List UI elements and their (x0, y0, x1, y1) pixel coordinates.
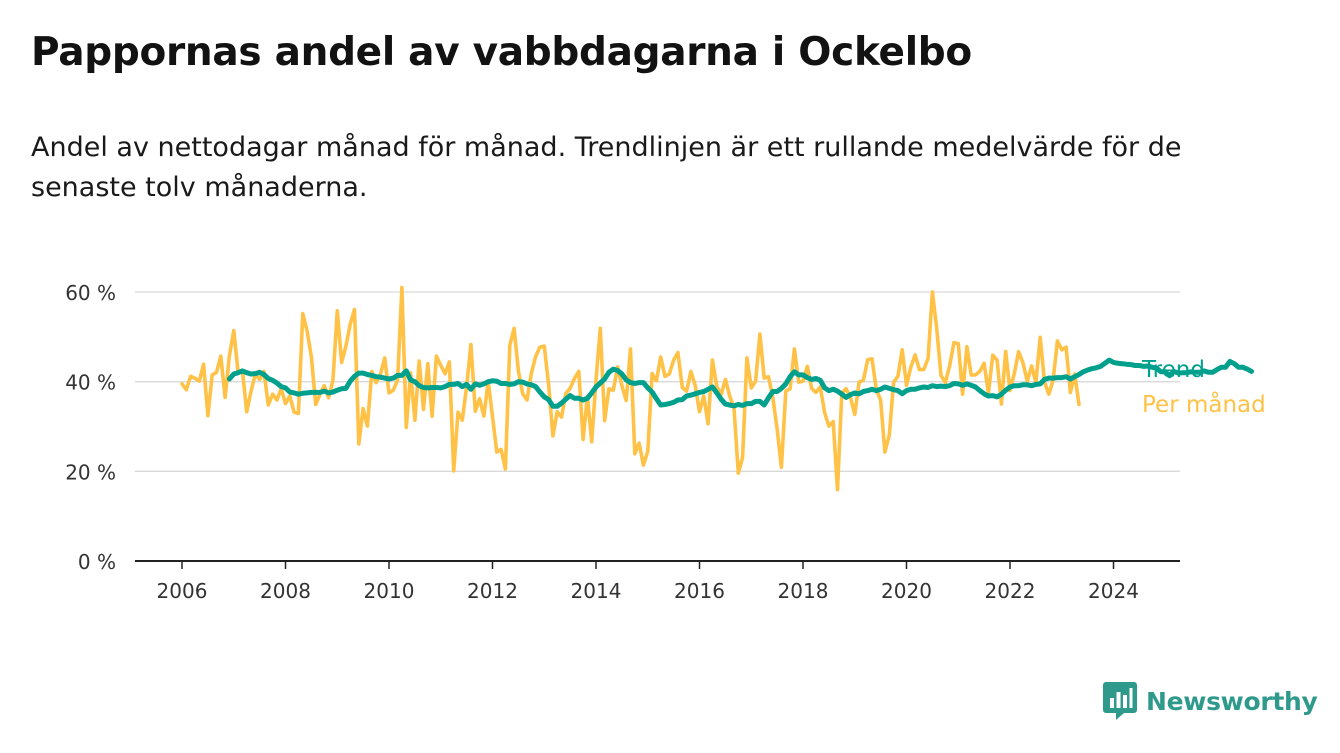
brand-name: Newsworthy (1146, 686, 1318, 716)
x-tick-label: 2008 (260, 579, 311, 603)
y-tick-label: 0 % (78, 550, 116, 574)
x-tick-label: 2016 (674, 579, 725, 603)
y-tick-label: 20 % (65, 460, 116, 484)
x-tick-label: 2012 (467, 579, 518, 603)
x-tick-label: 2024 (1088, 579, 1139, 603)
x-tick-label: 2006 (157, 579, 208, 603)
series-label-per-manad: Per månad (1142, 390, 1266, 418)
y-axis-tick-labels: 0 % 20 % 40 % 60 % (65, 281, 116, 574)
series-lines (180, 285, 1254, 492)
bar-chart-icon (1103, 682, 1137, 720)
series-line-per-manad (180, 285, 1081, 492)
series-label-trend: Trend (1141, 357, 1205, 383)
series-line-trend (226, 357, 1254, 409)
x-tick-label: 2010 (364, 579, 415, 603)
series-labels: Per månad Trend (1141, 357, 1266, 418)
chart-title: Pappornas andel av vabbdagarna i Ockelbo (31, 30, 972, 75)
x-axis: 2006 2008 2010 2012 2014 2016 2018 2020 2022 2024 (135, 560, 1180, 603)
newsworthy-logo: Newsworthy (1102, 680, 1318, 722)
x-tick-label: 2020 (881, 579, 932, 603)
x-tick-label: 2022 (985, 579, 1036, 603)
chart-subtitle: Andel av nettodagar månad för månad. Tre… (31, 132, 1182, 203)
y-tick-label: 40 % (65, 371, 116, 395)
x-tick-label: 2018 (778, 579, 829, 603)
x-tick-label: 2014 (571, 579, 622, 603)
y-tick-label: 60 % (65, 281, 116, 305)
